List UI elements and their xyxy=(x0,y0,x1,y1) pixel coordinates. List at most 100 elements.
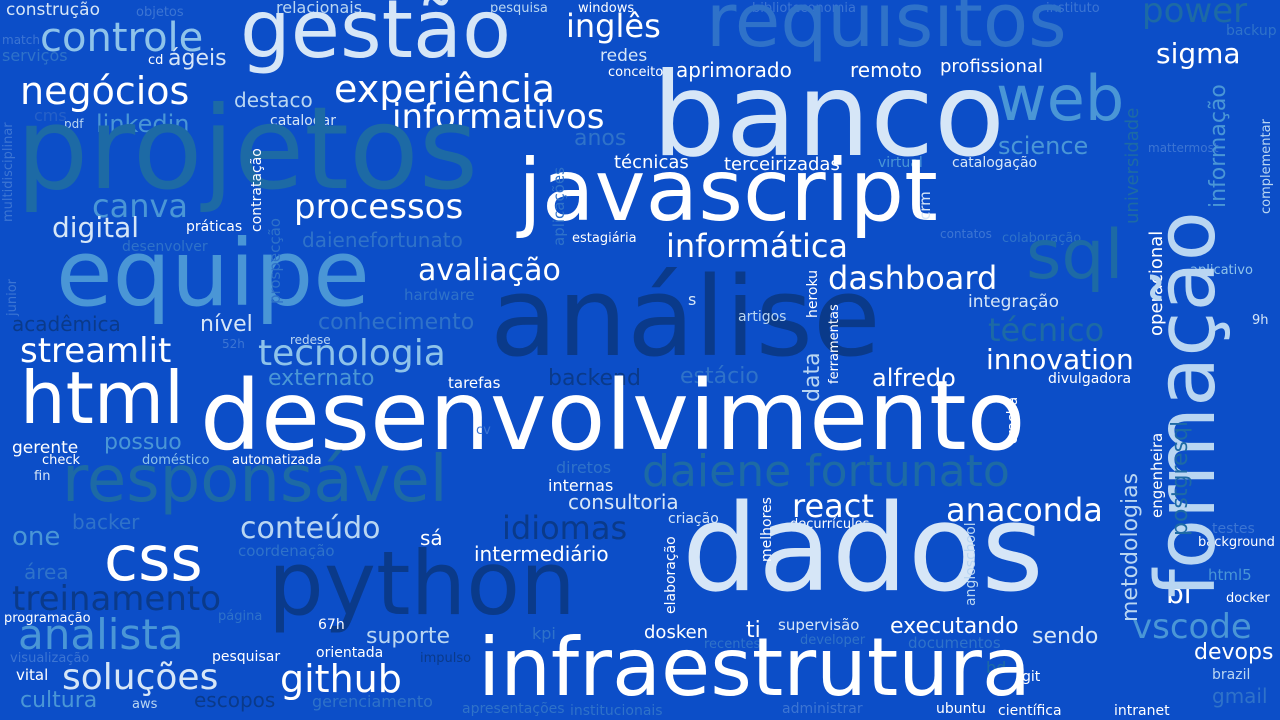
word-informativos: informativos xyxy=(392,97,605,137)
word-formacao: formação xyxy=(1139,211,1234,598)
word-ingles: inglês xyxy=(566,7,661,45)
word-javascript: javascript xyxy=(518,141,938,241)
word-estacio: estácio xyxy=(680,364,759,389)
word-streamlit: streamlit xyxy=(20,331,172,371)
word-artigos: artigos xyxy=(738,309,787,325)
word-developer: developer xyxy=(800,633,866,648)
word-daiene-fortunato: daiene fortunato xyxy=(642,446,1010,497)
word-engenheira: engenheira xyxy=(1148,432,1166,518)
word-documentos: documentos xyxy=(908,634,1001,652)
word-controle: controle xyxy=(40,15,204,61)
word-backend: backend xyxy=(548,366,641,391)
word-git: git xyxy=(1022,669,1041,685)
word-desenvolvimento: desenvolvimento xyxy=(200,360,1026,472)
word-diretos: diretos xyxy=(556,458,612,477)
word-automatizada: automatizada xyxy=(232,453,322,468)
word-digital: digital xyxy=(52,211,140,244)
word-alfredo: alfredo xyxy=(872,364,956,392)
word-redese: redese xyxy=(290,333,331,347)
word-sa: sá xyxy=(420,526,443,550)
word-academica: acadêmica xyxy=(12,312,121,336)
word-react: react xyxy=(792,487,874,525)
word-ubuntu: ubuntu xyxy=(936,701,986,717)
word-css: css xyxy=(104,522,203,595)
word-projetos: projetos xyxy=(16,82,479,215)
word-cms: cms xyxy=(34,106,67,125)
word-idiomas: idiomas xyxy=(502,509,628,547)
word-angloschool: angloschool xyxy=(963,522,979,606)
word-anaconda: anaconda xyxy=(946,491,1103,529)
word-dashboard: dashboard xyxy=(828,259,998,297)
word-desenvolver: desenvolver xyxy=(122,239,208,255)
word-mattermost: mattermost xyxy=(1148,141,1219,155)
word-suporte: suporte xyxy=(366,624,451,649)
word-terceirizadas: terceirizadas xyxy=(724,154,840,175)
word-github: github xyxy=(280,657,402,701)
word-cultura: cultura xyxy=(20,688,98,713)
word-conceitos: conceitos xyxy=(608,65,670,80)
word-conhecimento: conhecimento xyxy=(318,310,475,335)
word-externato: externato xyxy=(268,366,375,391)
word-internas: internas xyxy=(548,476,614,495)
word-ferramentas: ferramentas xyxy=(827,304,842,384)
word-analista: analista xyxy=(18,610,184,659)
word-pagina: página xyxy=(218,609,263,624)
word-canva: canva xyxy=(92,187,189,225)
word-science: science xyxy=(998,132,1089,160)
word-solucoes: soluções xyxy=(62,657,219,698)
word-consultoria: consultoria xyxy=(568,490,679,514)
word-junior: junior xyxy=(5,278,20,316)
word-vscode: vscode xyxy=(1132,607,1252,647)
word-cracha: crachá xyxy=(1005,396,1021,444)
word-informacao: informação xyxy=(1206,84,1231,208)
word-colaboracao: colaboração xyxy=(1002,231,1082,246)
word-banco: banco xyxy=(652,48,1005,183)
word-impulso: impulso xyxy=(420,651,472,666)
word-divulgadora: divulgadora xyxy=(1048,371,1132,387)
word-cv: cv xyxy=(476,423,491,438)
word-experiencia: experiência xyxy=(334,67,556,111)
word-analise: análise xyxy=(490,253,881,381)
word-hardware: hardware xyxy=(404,286,475,304)
word-power: power xyxy=(1142,0,1248,31)
word-destaco: destaco xyxy=(234,88,313,112)
word-one: one xyxy=(12,522,61,552)
word-contatos: contatos xyxy=(940,227,992,241)
word-processos: processos xyxy=(294,187,464,227)
word-heroku: heroku xyxy=(805,269,821,318)
word-linkedin: linkedin xyxy=(96,110,190,138)
word-profissional: profissional xyxy=(940,56,1043,77)
word-dados: dados xyxy=(682,480,1044,619)
word-complementar: complementar xyxy=(1259,119,1274,214)
word-gmail: gmail xyxy=(1212,684,1268,708)
word-gerente: gerente xyxy=(12,438,79,458)
word-negocios: negócios xyxy=(20,69,190,113)
word-supervisao: supervisão xyxy=(778,616,860,634)
word-biblioteconomia: biblioteconomia xyxy=(752,1,856,16)
word-gerenciamento: gerenciamento xyxy=(312,692,433,711)
word-pesquisa: pesquisa xyxy=(490,1,548,16)
word-estagiaria: estagiária xyxy=(572,231,637,246)
word-brazil: brazil xyxy=(1212,667,1251,683)
word-metodologias: metodologias xyxy=(1118,472,1143,622)
word-universidade: universidade xyxy=(1122,107,1143,224)
word-innovation: innovation xyxy=(986,343,1134,376)
word-aprimorado: aprimorado xyxy=(676,58,792,82)
word-backer: backer xyxy=(72,510,140,534)
word-html: html xyxy=(20,356,185,440)
word-requisitos: requisitos xyxy=(706,0,1067,64)
word-equipe: equipe xyxy=(56,220,370,327)
word-vital: vital xyxy=(16,666,49,684)
word-tarefas: tarefas xyxy=(448,374,501,392)
word-python: python xyxy=(268,532,576,635)
word-testes: testes xyxy=(1212,521,1255,537)
word-servicos: serviços xyxy=(2,46,68,65)
word-windows: windows xyxy=(578,1,635,16)
word-tecnico: técnico xyxy=(988,311,1105,349)
word-tecnologia: tecnologia xyxy=(258,333,446,374)
word-avaliacao: avaliação xyxy=(418,253,561,288)
word-remoto: remoto xyxy=(850,58,922,82)
word-multidisciplinar: multidisciplinar xyxy=(1,122,16,222)
word-elaboracao: elaboração xyxy=(663,536,679,614)
word-aplicacoes: aplicações xyxy=(550,167,568,246)
